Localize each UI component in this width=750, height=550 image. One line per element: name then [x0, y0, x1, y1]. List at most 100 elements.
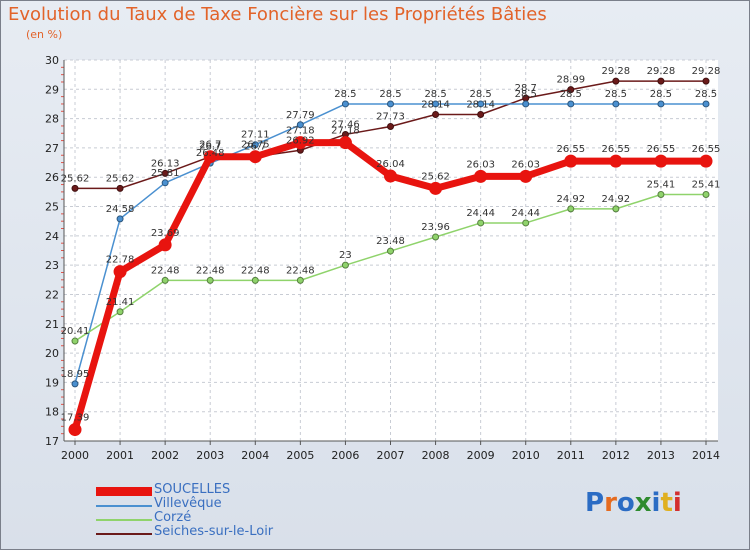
data-point-soucelles — [519, 169, 533, 183]
x-tick-label: 2014 — [692, 449, 720, 462]
x-tick-label: 2001 — [106, 449, 134, 462]
logo-letter: t — [660, 488, 673, 518]
data-point-seiches-sur-le-loir — [432, 111, 440, 119]
data-label-seiches-sur-le-loir: 26.13 — [151, 158, 180, 169]
data-point-corz- — [161, 276, 169, 284]
data-point-soucelles — [293, 136, 307, 150]
data-point-seiches-sur-le-loir — [387, 123, 394, 131]
data-label-seiches-sur-le-loir: 26.92 — [286, 135, 315, 146]
data-point-corz- — [206, 276, 214, 284]
logo-letter: i — [672, 488, 682, 518]
data-label-seiches-sur-le-loir: 26.7 — [244, 142, 266, 153]
data-point-corz- — [341, 261, 349, 269]
data-label-seiches-sur-le-loir: 27.73 — [376, 112, 405, 123]
data-label-soucelles: 22.78 — [106, 255, 135, 266]
x-tick-label: 2005 — [286, 449, 314, 462]
logo-letter: x — [634, 488, 652, 518]
y-tick-label: 26 — [45, 171, 59, 184]
data-point-seiches-sur-le-loir — [567, 86, 575, 94]
legend-item: Corzé — [96, 510, 416, 526]
data-label-corz-: 20.41 — [61, 326, 90, 337]
data-label-seiches-sur-le-loir: 25.62 — [61, 173, 90, 184]
y-tick-label: 25 — [45, 201, 59, 214]
x-tick-label: 2012 — [602, 449, 630, 462]
x-tick-label: 2011 — [557, 449, 585, 462]
data-point-soucelles — [429, 181, 443, 195]
data-label-corz-: 22.48 — [151, 265, 180, 276]
data-label-corz-: 25.41 — [692, 180, 721, 191]
x-tick-label: 2013 — [647, 449, 675, 462]
data-label-soucelles: 17.39 — [61, 413, 90, 424]
data-label-seiches-sur-le-loir: 28.99 — [556, 75, 585, 86]
y-tick-label: 19 — [45, 376, 59, 389]
data-label-seiches-sur-le-loir: 29.28 — [692, 66, 721, 77]
data-label-soucelles: 26.7 — [199, 140, 221, 151]
legend-swatch — [96, 505, 152, 507]
logo-letter: P — [585, 488, 605, 518]
data-point-villev-que — [387, 100, 394, 108]
proxiti-logo: Proxiti — [585, 488, 682, 518]
data-label-villev-que: 27.11 — [241, 130, 270, 141]
data-label-seiches-sur-le-loir: 25.62 — [106, 173, 135, 184]
data-label-corz-: 21.41 — [106, 297, 135, 308]
data-label-corz-: 24.92 — [602, 194, 631, 205]
data-point-villev-que — [477, 100, 485, 108]
data-point-villev-que — [522, 100, 530, 108]
data-label-soucelles: 27.18 — [331, 126, 360, 137]
data-point-soucelles — [654, 154, 668, 168]
data-label-soucelles: 25.62 — [421, 171, 450, 182]
data-label-villev-que: 28.5 — [560, 89, 582, 100]
data-point-seiches-sur-le-loir — [657, 77, 665, 85]
x-tick-label: 2004 — [241, 449, 269, 462]
legend-item: SOUCELLES — [96, 482, 416, 498]
x-tick-label: 2002 — [151, 449, 179, 462]
data-point-corz- — [387, 247, 394, 255]
data-point-soucelles — [474, 169, 488, 183]
data-label-villev-que: 28.5 — [515, 89, 537, 100]
data-point-corz- — [432, 233, 440, 241]
data-point-soucelles — [203, 150, 217, 164]
data-point-villev-que — [251, 141, 259, 149]
data-label-corz-: 23 — [339, 250, 352, 261]
data-point-corz- — [522, 219, 530, 227]
legend-swatch — [96, 519, 152, 521]
data-point-seiches-sur-le-loir — [702, 77, 710, 85]
data-point-soucelles — [113, 265, 127, 279]
data-point-seiches-sur-le-loir — [612, 77, 620, 85]
y-tick-label: 28 — [45, 113, 59, 126]
y-tick-label: 22 — [45, 288, 59, 301]
data-label-villev-que: 28.5 — [470, 89, 492, 100]
data-label-corz-: 23.96 — [421, 222, 450, 233]
y-tick-label: 23 — [45, 259, 59, 272]
data-label-corz-: 23.48 — [376, 236, 405, 247]
y-tick-label: 27 — [45, 142, 59, 155]
data-label-villev-que: 26.48 — [196, 148, 225, 159]
series-lines — [68, 77, 713, 437]
x-tick-label: 2003 — [196, 449, 224, 462]
data-point-corz- — [71, 337, 79, 345]
x-tick-label: 2006 — [331, 449, 359, 462]
y-tick-label: 17 — [45, 435, 59, 448]
data-label-soucelles: 26.55 — [692, 144, 721, 155]
data-label-corz-: 24.44 — [466, 208, 495, 219]
data-label-villev-que: 28.5 — [695, 89, 717, 100]
y-tick-label: 29 — [45, 83, 59, 96]
y-tick-label: 18 — [45, 406, 59, 419]
data-label-corz-: 24.44 — [511, 208, 540, 219]
data-point-soucelles — [338, 136, 352, 150]
y-tick-label: 20 — [45, 347, 59, 360]
data-label-soucelles: 26.04 — [376, 159, 405, 170]
data-point-corz- — [657, 191, 665, 199]
legend-swatch — [96, 533, 152, 535]
data-point-soucelles — [158, 238, 172, 252]
data-label-corz-: 22.48 — [241, 265, 270, 276]
data-label-seiches-sur-le-loir: 28.7 — [515, 83, 537, 94]
x-tick-label: 2010 — [512, 449, 540, 462]
data-point-corz- — [251, 276, 259, 284]
x-tick-label: 2000 — [61, 449, 89, 462]
data-label-corz-: 22.48 — [286, 265, 315, 276]
data-point-villev-que — [702, 100, 710, 108]
data-point-soucelles — [68, 423, 82, 437]
logo-letter: i — [651, 488, 661, 518]
